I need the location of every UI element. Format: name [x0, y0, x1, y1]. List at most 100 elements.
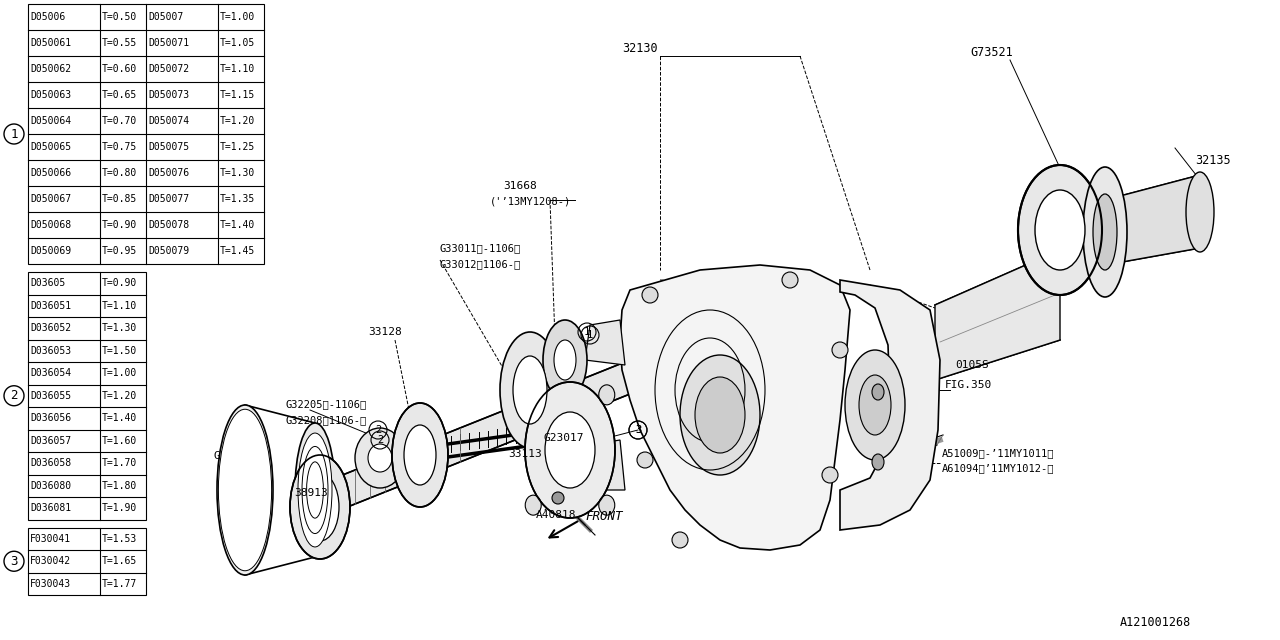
Text: T=1.45: T=1.45: [220, 246, 255, 256]
Ellipse shape: [782, 272, 797, 288]
Text: D036055: D036055: [29, 391, 72, 401]
Text: F030041: F030041: [29, 534, 72, 544]
Ellipse shape: [500, 332, 561, 448]
Text: A121001268: A121001268: [1120, 616, 1192, 628]
Ellipse shape: [369, 444, 392, 472]
Text: T=1.15: T=1.15: [220, 90, 255, 100]
Ellipse shape: [1187, 172, 1213, 252]
Text: G32205（-1106）: G32205（-1106）: [285, 399, 367, 409]
Polygon shape: [620, 265, 850, 550]
Text: D050078: D050078: [148, 220, 189, 230]
Text: 2: 2: [375, 425, 381, 435]
Ellipse shape: [218, 405, 273, 575]
Text: D050066: D050066: [29, 168, 72, 178]
Text: T=1.00: T=1.00: [102, 368, 137, 378]
Ellipse shape: [1036, 190, 1085, 270]
Text: G73521: G73521: [970, 45, 1012, 58]
Text: T=1.05: T=1.05: [220, 38, 255, 48]
Text: D050062: D050062: [29, 64, 72, 74]
Ellipse shape: [513, 356, 547, 424]
Ellipse shape: [237, 465, 253, 515]
Text: T=0.50: T=0.50: [102, 12, 137, 22]
Text: T=1.25: T=1.25: [220, 142, 255, 152]
Ellipse shape: [543, 320, 588, 400]
Ellipse shape: [525, 495, 541, 515]
Text: T=0.70: T=0.70: [102, 116, 137, 126]
Polygon shape: [585, 440, 625, 490]
Text: G32208（1106-）: G32208（1106-）: [285, 415, 367, 425]
Ellipse shape: [545, 412, 595, 488]
Ellipse shape: [525, 385, 541, 405]
Text: D036058: D036058: [29, 458, 72, 468]
Text: D050069: D050069: [29, 246, 72, 256]
Text: T=0.65: T=0.65: [102, 90, 137, 100]
Text: T=1.40: T=1.40: [102, 413, 137, 423]
Bar: [28, 4, 264, 264]
Text: A51009（-’11MY1011）: A51009（-’11MY1011）: [942, 448, 1055, 458]
Text: D050061: D050061: [29, 38, 72, 48]
Text: D050075: D050075: [148, 142, 189, 152]
Ellipse shape: [822, 467, 838, 483]
Ellipse shape: [695, 377, 745, 453]
Text: T=1.70: T=1.70: [102, 458, 137, 468]
Text: 1: 1: [586, 330, 593, 340]
Polygon shape: [585, 320, 625, 365]
Text: T=1.30: T=1.30: [220, 168, 255, 178]
Text: 1: 1: [584, 327, 590, 337]
Text: T=1.80: T=1.80: [102, 481, 137, 491]
Text: T=0.85: T=0.85: [102, 194, 137, 204]
Text: A61094（’11MY1012-）: A61094（’11MY1012-）: [942, 463, 1055, 473]
Polygon shape: [1105, 175, 1201, 265]
Text: A40818: A40818: [536, 510, 576, 520]
Text: T=1.53: T=1.53: [102, 534, 137, 544]
Ellipse shape: [392, 403, 448, 507]
Text: T=1.90: T=1.90: [102, 503, 137, 513]
Ellipse shape: [525, 382, 614, 518]
Text: D036081: D036081: [29, 503, 72, 513]
Text: T=1.65: T=1.65: [102, 556, 137, 566]
Text: F030043: F030043: [29, 579, 72, 589]
Bar: [28, 527, 146, 595]
Text: D050068: D050068: [29, 220, 72, 230]
Ellipse shape: [404, 425, 436, 485]
Ellipse shape: [599, 495, 614, 515]
Text: T=1.40: T=1.40: [220, 220, 255, 230]
Text: T=0.55: T=0.55: [102, 38, 137, 48]
Text: T=0.95: T=0.95: [102, 246, 137, 256]
Ellipse shape: [859, 375, 891, 435]
Text: 3: 3: [635, 425, 641, 435]
Text: D05006: D05006: [29, 12, 65, 22]
Text: G23017: G23017: [543, 433, 584, 443]
Text: G33012（1106-）: G33012（1106-）: [440, 259, 521, 269]
Ellipse shape: [294, 423, 335, 557]
Bar: [28, 272, 146, 520]
Ellipse shape: [845, 350, 905, 460]
Text: T=1.50: T=1.50: [102, 346, 137, 356]
Text: 2: 2: [376, 435, 383, 445]
Text: T=1.30: T=1.30: [102, 323, 137, 333]
Polygon shape: [340, 340, 680, 510]
Text: T=1.10: T=1.10: [102, 301, 137, 311]
Text: T=1.00: T=1.00: [220, 12, 255, 22]
Ellipse shape: [302, 447, 328, 534]
Text: T=0.80: T=0.80: [102, 168, 137, 178]
Ellipse shape: [672, 532, 689, 548]
Text: 38913: 38913: [294, 488, 328, 498]
Ellipse shape: [232, 449, 259, 531]
Polygon shape: [934, 250, 1060, 380]
Text: 32130: 32130: [622, 42, 658, 54]
Text: D050079: D050079: [148, 246, 189, 256]
Text: FIG.350: FIG.350: [945, 380, 992, 390]
Text: 33128: 33128: [369, 327, 402, 337]
Ellipse shape: [554, 340, 576, 380]
Ellipse shape: [637, 452, 653, 468]
Text: T=0.60: T=0.60: [102, 64, 137, 74]
Text: D050074: D050074: [148, 116, 189, 126]
Text: D036057: D036057: [29, 436, 72, 445]
Ellipse shape: [301, 473, 339, 541]
Text: D036053: D036053: [29, 346, 72, 356]
Text: T=1.20: T=1.20: [102, 391, 137, 401]
Text: F030042: F030042: [29, 556, 72, 566]
Ellipse shape: [1093, 194, 1117, 270]
Text: D036052: D036052: [29, 323, 72, 333]
